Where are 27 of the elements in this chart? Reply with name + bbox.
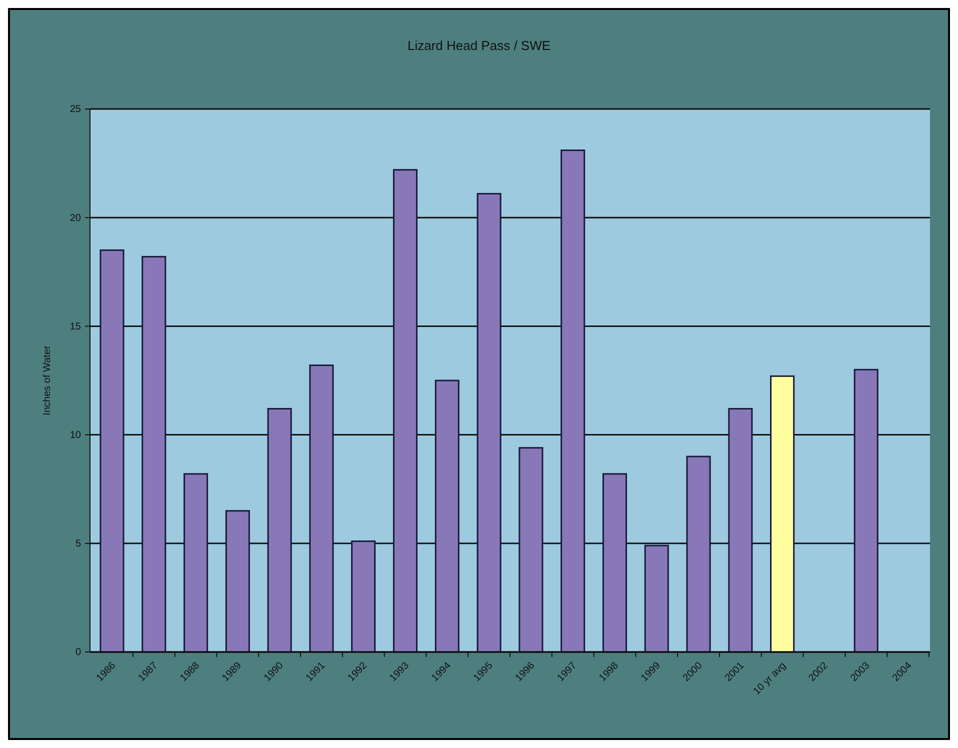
bar: [392, 169, 418, 653]
bar: [309, 364, 334, 653]
bar: [854, 368, 878, 653]
bar: [518, 447, 544, 653]
y-tick-label: 5: [75, 538, 82, 550]
bar: [560, 150, 586, 653]
y-tick-label: 15: [70, 321, 82, 332]
bar: [225, 510, 250, 653]
bar: [184, 473, 208, 653]
bar: [267, 408, 292, 653]
y-tick-label: 25: [70, 104, 82, 116]
bar: [770, 375, 795, 653]
bar: [728, 408, 753, 653]
bar: [434, 380, 460, 653]
y-tick-label: 0: [75, 647, 82, 658]
y-axis-title: Inches of Water: [42, 345, 53, 416]
bar: [602, 473, 628, 653]
y-tick-label: 10: [70, 430, 82, 441]
bar: [644, 544, 669, 653]
bar: [686, 456, 711, 653]
x-tick-label: 10 yr avg: [752, 660, 788, 698]
bar: [476, 192, 502, 653]
bar: [100, 249, 124, 653]
bar: [351, 540, 376, 653]
bar: [142, 256, 166, 653]
y-tick-label: 20: [70, 212, 82, 224]
chart-title: Lizard Head Pass / SWE: [407, 38, 551, 53]
